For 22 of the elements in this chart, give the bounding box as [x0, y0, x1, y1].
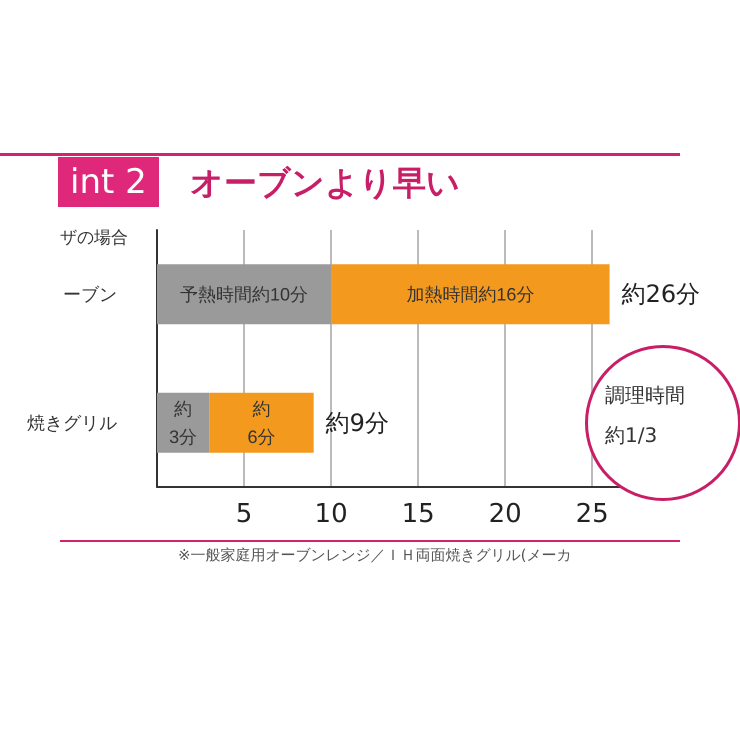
text: int 2 — [58, 157, 159, 207]
data-label: 加熱時間約16分 — [406, 284, 534, 304]
x-tick-label: 5 — [236, 499, 252, 529]
x-tick-label: 10 — [314, 499, 348, 529]
x-tick-label: 25 — [576, 499, 609, 529]
chart-title: オーブンより早い — [190, 162, 460, 204]
data-label: 約 3分 — [169, 398, 198, 447]
data-label: 予熱時間約10分 — [180, 284, 308, 304]
total-label: 約26分 — [622, 279, 700, 310]
annotation: 調理時間約1/3 — [605, 382, 686, 449]
data-label: 約 6分 — [247, 398, 276, 447]
bar — [209, 392, 314, 453]
text: ザの場合 — [60, 227, 128, 249]
y-tick-label: 焼きグリル — [27, 412, 117, 433]
y-tick-label: ーブン — [63, 284, 117, 304]
bar — [157, 392, 210, 453]
bar — [331, 264, 610, 324]
x-tick-label: 15 — [402, 499, 435, 529]
x-tick-label: 20 — [488, 499, 522, 529]
total-label: 約9分 — [326, 408, 389, 439]
bar — [157, 264, 332, 324]
text: ※一般家庭用オーブンレンジ／ＩＨ両面焼きグリル(メーカ — [178, 546, 572, 565]
